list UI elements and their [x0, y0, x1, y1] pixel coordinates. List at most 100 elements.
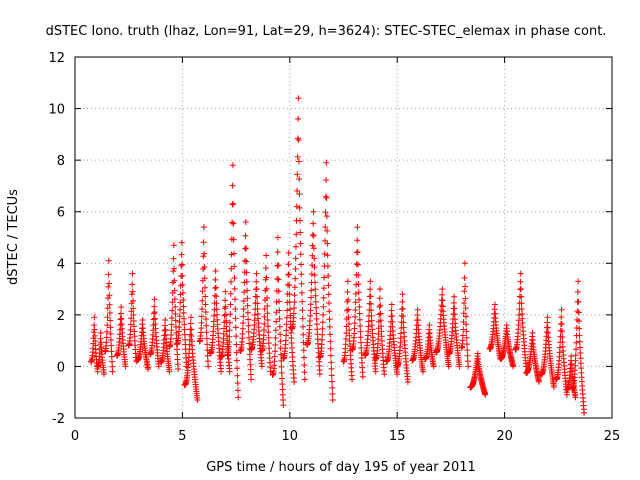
data-point [180, 309, 187, 316]
data-point [247, 356, 254, 363]
data-point [286, 282, 293, 289]
arc-16 [248, 270, 265, 370]
x-axis-label: GPS time / hours of day 195 of year 2011 [206, 460, 476, 475]
data-point [194, 396, 201, 403]
data-point [327, 331, 334, 338]
data-point [226, 368, 233, 375]
data-point [389, 313, 396, 320]
data-point [130, 311, 137, 318]
data-point [91, 326, 98, 333]
data-point [107, 330, 114, 337]
data-point [518, 293, 525, 300]
data-point [242, 232, 249, 239]
data-point [129, 297, 136, 304]
data-point [295, 95, 302, 102]
data-point [240, 298, 247, 305]
data-point [300, 331, 307, 338]
data-point [355, 289, 362, 296]
data-point [297, 240, 304, 247]
data-point [199, 297, 206, 304]
data-point [397, 330, 404, 337]
y-tick-label: -2 [52, 412, 65, 427]
data-point [285, 271, 292, 278]
data-point [213, 306, 220, 313]
y-tick-label: 10 [48, 103, 65, 118]
y-tick-labels: -2 0 2 4 6 8 10 12 [48, 51, 65, 427]
data-point [284, 307, 291, 314]
arc-33 [458, 260, 472, 370]
data-point [320, 303, 327, 310]
data-point [518, 300, 525, 307]
data-point [106, 280, 113, 287]
data-point [227, 290, 234, 297]
data-point [328, 359, 335, 366]
data-point [169, 299, 176, 306]
data-point [357, 334, 364, 341]
data-point [285, 249, 292, 256]
data-point [262, 265, 269, 272]
arc-28 [394, 291, 411, 385]
x-tick-label: 0 [71, 429, 79, 444]
y-tick-label: 0 [57, 360, 65, 375]
data-point [328, 365, 335, 372]
data-point [229, 201, 236, 208]
data-point [229, 219, 236, 226]
arc-20 [288, 95, 308, 383]
data-point [461, 275, 468, 282]
data-point [103, 334, 110, 341]
data-point [345, 306, 352, 313]
data-point [221, 312, 228, 319]
data-point [222, 303, 229, 310]
data-point [577, 355, 584, 362]
data-point [243, 278, 250, 285]
data-point [240, 306, 247, 313]
data-point [91, 332, 98, 339]
data-point [130, 317, 137, 324]
data-point [312, 286, 319, 293]
data-point [229, 182, 236, 189]
data-point [168, 321, 175, 328]
data-point [117, 310, 124, 317]
data-point [274, 234, 281, 241]
data-point [106, 309, 113, 316]
data-point [241, 257, 248, 264]
data-point [356, 296, 363, 303]
data-point [253, 270, 260, 277]
data-point [145, 366, 152, 373]
data-point [319, 331, 326, 338]
data-point [311, 255, 318, 262]
data-point [229, 162, 236, 169]
data-point [205, 363, 212, 370]
data-point [309, 231, 316, 238]
data-point [129, 270, 136, 277]
data-point [573, 339, 580, 346]
data-point [575, 298, 582, 305]
data-point [300, 347, 307, 354]
data-point [265, 323, 272, 330]
data-point [544, 314, 551, 321]
data-point [198, 319, 205, 326]
data-point [577, 350, 584, 357]
data-point [295, 158, 302, 165]
data-point [376, 311, 383, 318]
data-point [170, 242, 177, 249]
data-point [188, 326, 195, 333]
data-point [234, 380, 241, 387]
data-point [278, 363, 285, 370]
data-point [394, 371, 401, 378]
data-point [575, 318, 582, 325]
data-point [245, 328, 252, 335]
data-point [581, 409, 588, 416]
data-point [367, 293, 374, 300]
data-point [244, 295, 251, 302]
data-point [353, 249, 360, 256]
data-point [211, 312, 218, 319]
data-point [107, 336, 114, 343]
data-point [414, 312, 421, 319]
data-point [321, 250, 328, 257]
data-point [307, 301, 314, 308]
data-point [529, 329, 536, 336]
data-point [298, 289, 305, 296]
data-point [576, 325, 583, 332]
